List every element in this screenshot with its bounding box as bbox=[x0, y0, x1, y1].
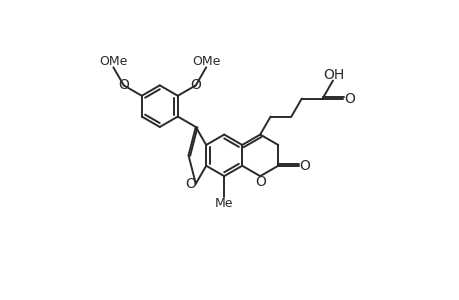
Text: O: O bbox=[254, 175, 265, 189]
Text: OMe: OMe bbox=[99, 55, 127, 68]
Text: OH: OH bbox=[322, 68, 344, 82]
Text: O: O bbox=[343, 92, 354, 106]
Text: O: O bbox=[190, 78, 201, 92]
Text: O: O bbox=[299, 159, 310, 173]
Text: O: O bbox=[185, 177, 196, 191]
Text: Me: Me bbox=[214, 197, 233, 210]
Text: O: O bbox=[118, 78, 129, 92]
Text: OMe: OMe bbox=[191, 55, 220, 68]
